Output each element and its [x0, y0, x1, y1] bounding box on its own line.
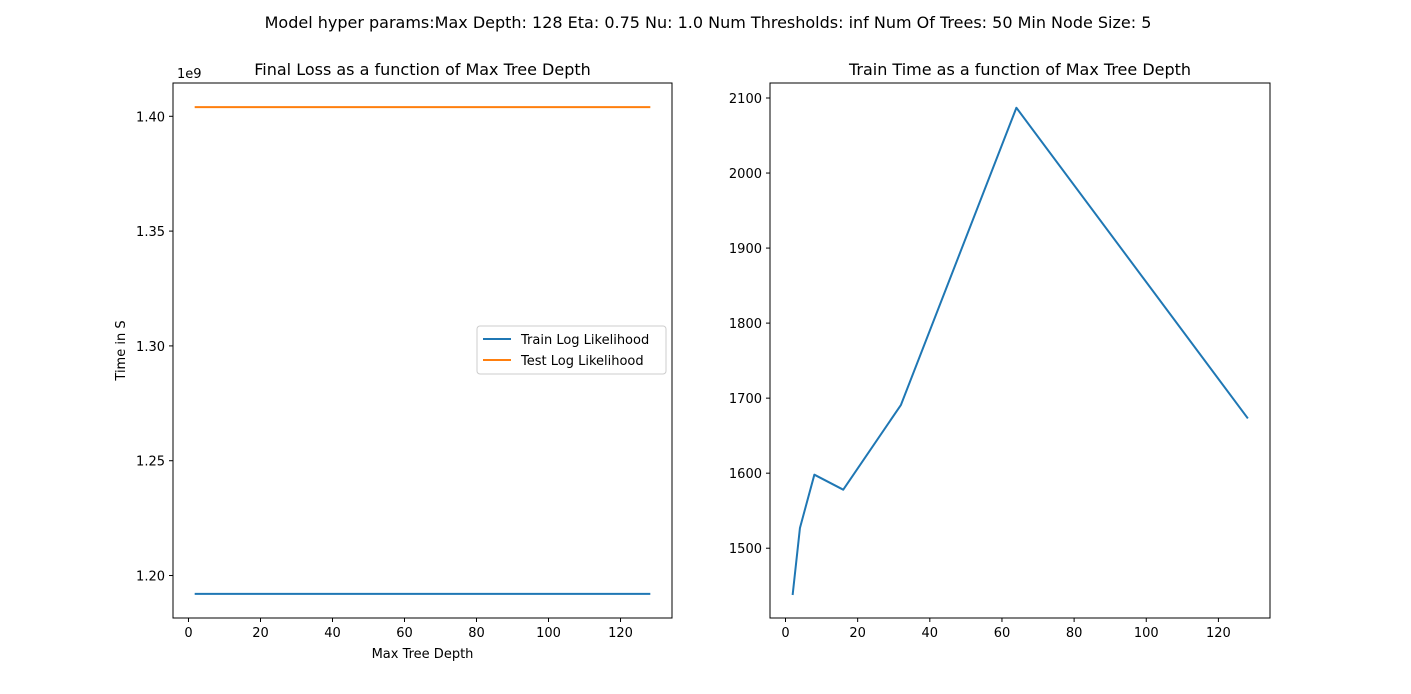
subplot-title: Final Loss as a function of Max Tree Dep… [254, 60, 591, 79]
subplot-2: 0 20 40 60 80 100 120 1500 1600 1700 1800 1900 2000 2… [729, 60, 1271, 641]
y-offset-label: 1e9 [177, 67, 202, 82]
legend-entry: Test Log Likelihood [520, 354, 644, 369]
y-tick-label: 2000 [729, 167, 762, 182]
legend: Train Log Likelihood Test Log Likelihood [476, 325, 667, 375]
x-tick-label: 60 [396, 626, 413, 641]
x-tick-label: 0 [781, 626, 789, 641]
x-tick-label: 100 [536, 626, 561, 641]
x-tick-label: 120 [1206, 626, 1231, 641]
y-tick-label: 1.30 [136, 340, 165, 355]
x-tick-label: 40 [922, 626, 939, 641]
plots: 0 20 40 60 80 100 120 1.20 1.25 1.30 1.35 1.40 Final… [114, 60, 1271, 662]
x-tick-label: 40 [324, 626, 341, 641]
y-tick-label: 1500 [729, 542, 762, 557]
y-tick-label: 1.25 [136, 455, 165, 470]
y-tick-label: 1800 [729, 317, 762, 332]
legend-frame [476, 325, 667, 375]
y-axis-label: Time in S [114, 320, 129, 381]
subplot-title: Train Time as a function of Max Tree Dep… [848, 60, 1191, 79]
y-tick-label: 2100 [729, 92, 762, 107]
figure-suptitle: Model hyper params:Max Depth: 128 Eta: 0… [265, 13, 1152, 32]
y-tick-label: 1700 [729, 392, 762, 407]
legend-entry: Train Log Likelihood [520, 333, 649, 348]
x-tick-label: 120 [608, 626, 633, 641]
y-tick-label: 1.20 [136, 570, 165, 585]
y-tick-label: 1.35 [136, 225, 165, 240]
x-axis-label: Max Tree Depth [372, 647, 474, 662]
y-tick-label: 1900 [729, 242, 762, 257]
y-tick-label: 1.40 [136, 110, 165, 125]
axes-frame [769, 82, 1271, 619]
axes-frame [172, 82, 673, 619]
x-tick-label: 60 [994, 626, 1011, 641]
subplot-1: 0 20 40 60 80 100 120 1.20 1.25 1.30 1.35 1.40 Final… [114, 60, 673, 662]
y-tick-label: 1600 [729, 467, 762, 482]
x-tick-label: 20 [849, 626, 866, 641]
x-tick-label: 80 [1066, 626, 1083, 641]
x-tick-label: 100 [1134, 626, 1159, 641]
x-tick-label: 20 [252, 626, 269, 641]
x-tick-label: 0 [184, 626, 192, 641]
series-line-1 [791, 106, 1249, 596]
x-tick-label: 80 [468, 626, 485, 641]
